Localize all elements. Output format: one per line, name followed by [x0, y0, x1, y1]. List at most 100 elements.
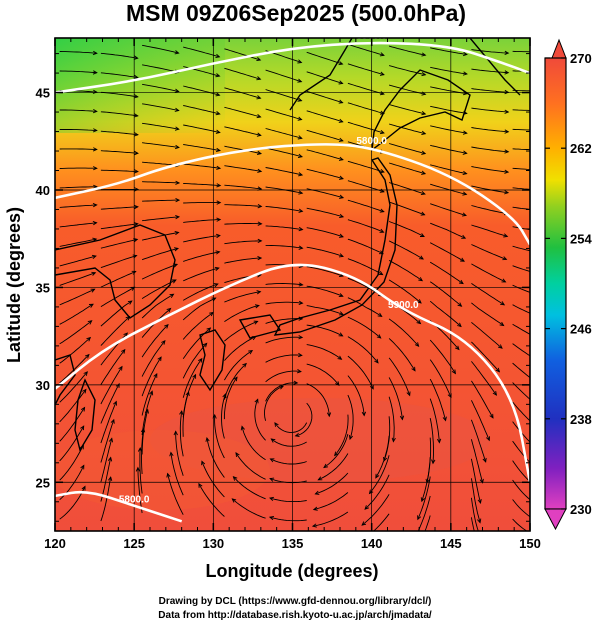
streamline-arrow — [174, 230, 180, 236]
streamline-arrow — [420, 233, 425, 237]
streamline — [232, 498, 266, 519]
streamline — [224, 87, 261, 99]
colorbar-ticks: 270 262 254 246 238 230 — [545, 51, 592, 517]
streamline — [100, 255, 137, 269]
streamline — [306, 363, 340, 386]
colorbar-min-arrow — [544, 508, 567, 531]
streamline-arrow — [257, 204, 263, 209]
streamline — [224, 126, 261, 136]
streamline-arrow — [379, 208, 385, 213]
streamline-arrow — [257, 168, 263, 173]
streamline-arrow — [256, 95, 262, 100]
x-tick-label: 150 — [519, 536, 541, 551]
streamline-arrow — [326, 412, 332, 418]
streamline-arrow — [406, 391, 411, 397]
streamline — [139, 447, 143, 494]
streamline — [306, 129, 343, 142]
streamline-arrow — [339, 194, 345, 199]
streamline-arrow — [133, 132, 139, 137]
streamline-arrow — [338, 80, 344, 85]
streamline-arrow — [257, 186, 263, 191]
streamline — [318, 453, 349, 481]
streamline — [224, 184, 262, 190]
streamline-arrow — [536, 487, 540, 491]
streamline-arrow — [205, 437, 210, 442]
streamline-arrow — [338, 137, 344, 142]
streamline — [254, 399, 266, 441]
streamline — [429, 359, 452, 398]
streamline — [388, 84, 426, 95]
streamline-arrow — [215, 233, 221, 239]
streamline-arrow — [415, 534, 418, 538]
streamline — [182, 358, 203, 398]
streamline — [471, 127, 509, 133]
streamline-arrow — [108, 476, 113, 482]
streamline — [388, 182, 426, 195]
chart-title: MSM 09Z06Sep2025 (500.0hPa) — [126, 0, 466, 26]
streamline-arrow — [437, 438, 442, 444]
streamline — [224, 257, 262, 264]
streamline — [512, 206, 530, 210]
streamline-arrow — [215, 147, 222, 153]
streamline-arrow — [134, 204, 139, 210]
colorbar-tick-label: 230 — [570, 502, 592, 517]
streamline — [100, 150, 138, 154]
streamline — [224, 223, 262, 225]
streamline-arrow — [242, 362, 247, 368]
streamline — [315, 472, 349, 495]
streamline — [141, 324, 169, 358]
streamline-arrow — [417, 299, 422, 304]
streamline — [142, 64, 179, 73]
streamline-arrow — [257, 221, 263, 226]
streamline-arrow — [379, 250, 384, 255]
streamline — [182, 283, 218, 301]
streamline — [471, 68, 509, 74]
streamline-arrow — [233, 376, 238, 382]
streamline — [306, 149, 344, 161]
streamline — [59, 238, 97, 247]
streamline — [183, 267, 219, 282]
streamline — [182, 312, 214, 340]
streamline-arrow — [211, 297, 217, 302]
streamline — [347, 258, 383, 275]
streamline — [183, 85, 220, 96]
streamline-arrow — [216, 183, 222, 188]
streamline — [183, 105, 220, 115]
streamline — [265, 225, 303, 231]
streamline — [198, 483, 225, 517]
streamline-arrow — [80, 406, 86, 412]
streamline — [306, 227, 344, 238]
streamline — [271, 438, 307, 447]
x-tick-label: 140 — [361, 536, 383, 551]
contour-label: 5800.0 — [119, 495, 150, 506]
streamline-arrow — [368, 489, 374, 495]
streamline — [269, 516, 307, 522]
contour-line — [55, 490, 183, 523]
streamline-arrow — [379, 188, 385, 193]
streamline — [429, 418, 434, 464]
streamline-arrow — [231, 498, 237, 503]
streamline-arrow — [504, 190, 510, 195]
streamline — [100, 238, 138, 249]
streamline-arrow — [175, 197, 181, 203]
streamline — [306, 246, 344, 257]
streamline-arrow — [297, 153, 304, 158]
streamline-arrow — [133, 113, 139, 118]
streamline-arrow — [503, 233, 509, 238]
streamline-arrow — [537, 427, 541, 431]
streamline-arrow — [169, 451, 174, 457]
streamline — [265, 301, 303, 305]
streamline — [388, 396, 395, 442]
streamline — [179, 411, 184, 457]
streamline — [347, 121, 385, 134]
streamline-arrow — [339, 311, 344, 316]
streamline — [306, 71, 343, 84]
streamline — [471, 224, 508, 237]
streamline — [224, 165, 262, 172]
streamline-arrow — [216, 217, 222, 222]
streamline-arrow — [416, 319, 422, 325]
streamline-arrow — [118, 365, 123, 371]
streamline-arrow — [115, 382, 120, 388]
streamline-arrow — [420, 190, 426, 196]
streamline-arrow — [80, 464, 85, 470]
